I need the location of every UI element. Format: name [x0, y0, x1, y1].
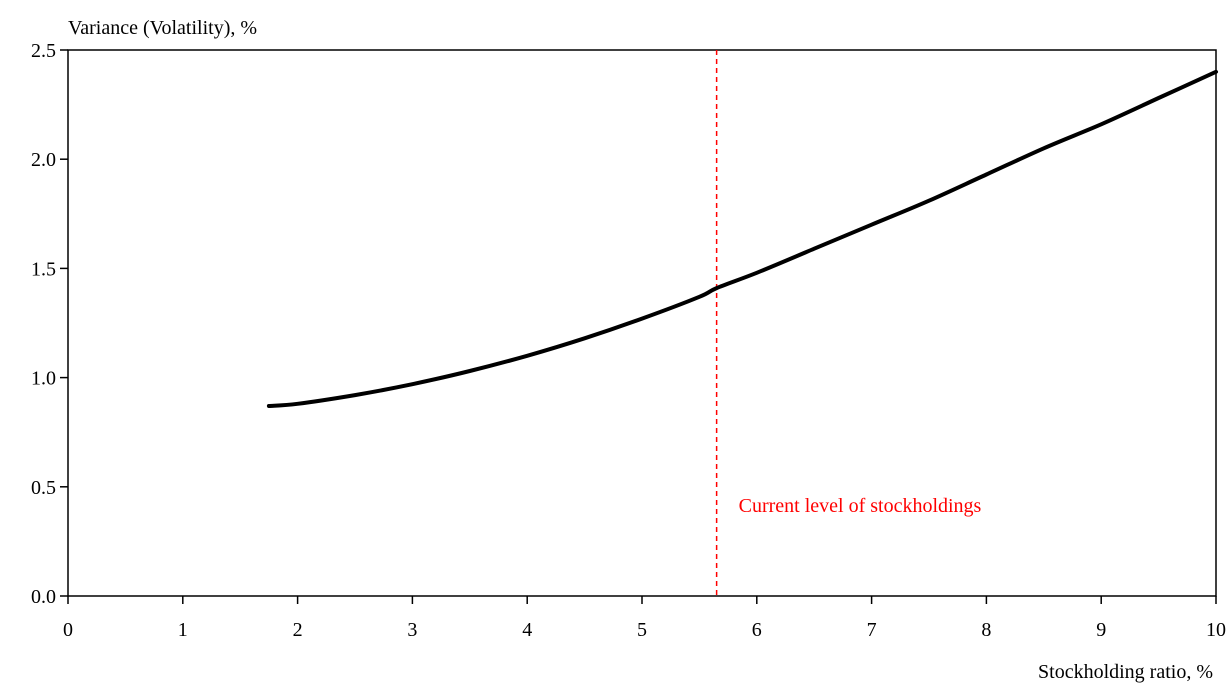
y-tick-label: 2.5 [31, 40, 56, 62]
y-tick-label: 1.0 [31, 368, 56, 390]
x-tick-label: 1 [178, 619, 188, 641]
x-tick-label: 10 [1206, 619, 1226, 641]
x-tick-label: 0 [63, 619, 73, 641]
x-tick-label: 5 [637, 619, 647, 641]
x-tick-label: 2 [293, 619, 303, 641]
x-tick-label: 7 [867, 619, 877, 641]
x-tick-label: 4 [522, 619, 532, 641]
reference-line-label: Current level of stockholdings [739, 495, 982, 517]
x-tick-label: 9 [1096, 619, 1106, 641]
x-axis-title: Stockholding ratio, % [1038, 661, 1213, 683]
y-axis-title: Variance (Volatility), % [68, 17, 257, 39]
y-tick-label: 0.5 [31, 477, 56, 499]
y-tick-label: 2.0 [31, 149, 56, 171]
y-tick-label: 0.0 [31, 586, 56, 608]
x-tick-label: 3 [407, 619, 417, 641]
x-tick-label: 8 [981, 619, 991, 641]
x-tick-label: 6 [752, 619, 762, 641]
series-line [266, 69, 1218, 408]
plot-area: 0 1 2 3 4 5 6 7 8 9 10 0.0 0.5 1.0 1.5 2.0 2.5 Current le… [31, 40, 1226, 641]
y-tick-label: 1.5 [31, 258, 56, 280]
